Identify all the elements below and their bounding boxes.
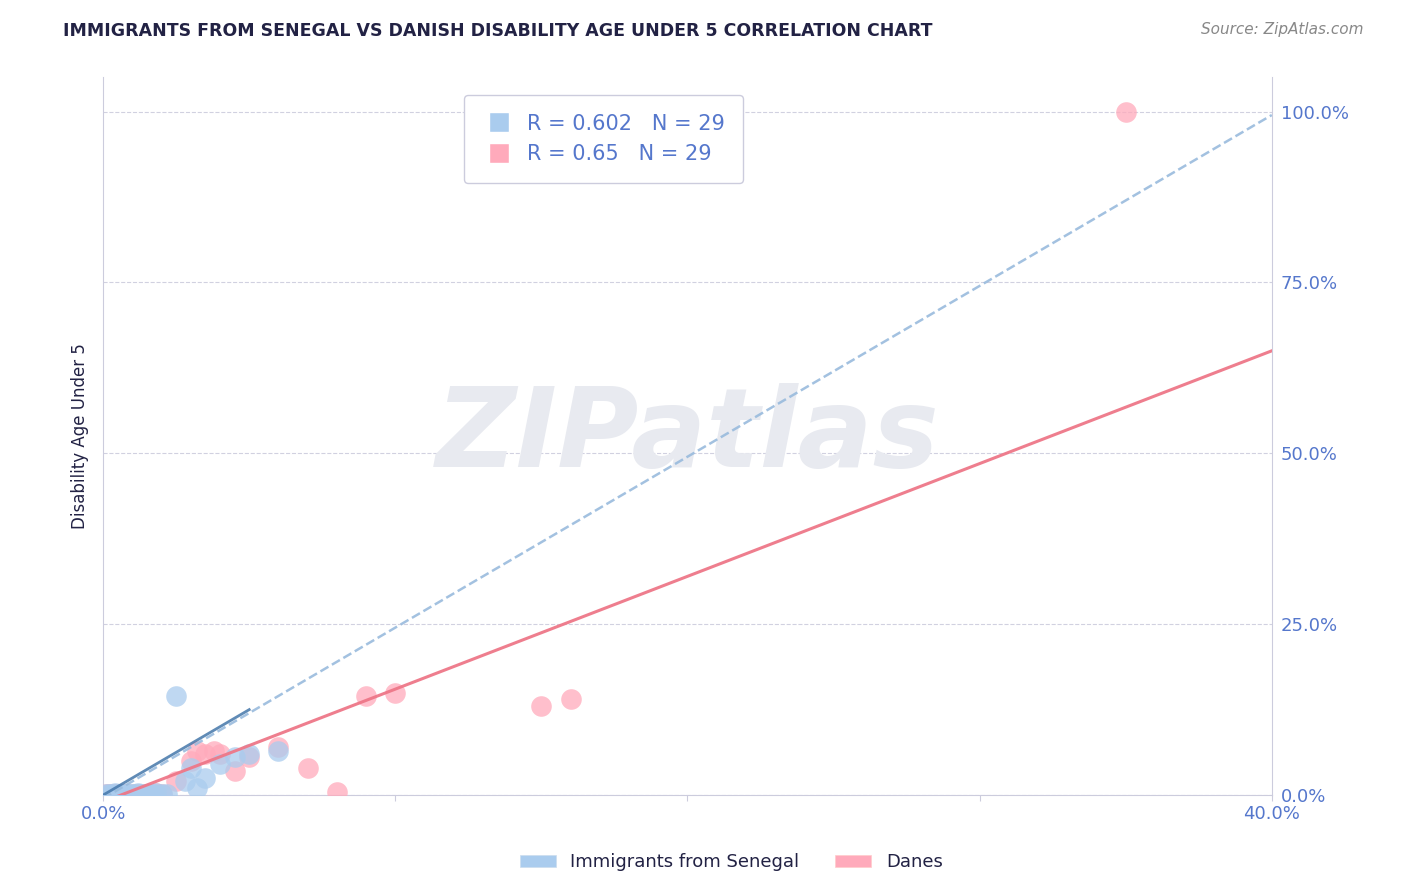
Point (136, 787, 159, 801)
Point (94, 788, 117, 802)
Point (174, 774, 197, 789)
Point (186, 744, 208, 758)
Point (142, 788, 165, 802)
Point (110, 787, 132, 801)
Point (124, 788, 146, 802)
Text: IMMIGRANTS FROM SENEGAL VS DANISH DISABILITY AGE UNDER 5 CORRELATION CHART: IMMIGRANTS FROM SENEGAL VS DANISH DISABI… (63, 22, 932, 40)
Y-axis label: Disability Age Under 5: Disability Age Under 5 (72, 343, 89, 529)
Point (224, 764, 246, 779)
Point (94, 788, 117, 802)
Point (354, 689, 377, 703)
Point (1115, 104, 1137, 119)
Point (101, 788, 124, 802)
Point (297, 761, 319, 775)
Point (194, 747, 217, 761)
Text: ZIPatlas: ZIPatlas (436, 383, 939, 490)
Point (186, 781, 208, 796)
Point (127, 786, 149, 800)
Point (165, 689, 187, 703)
Point (238, 750, 260, 764)
Point (101, 787, 124, 801)
Point (208, 757, 231, 772)
Point (267, 740, 290, 755)
Point (104, 788, 127, 802)
Point (165, 774, 187, 789)
Point (139, 787, 162, 801)
Point (326, 784, 349, 798)
Point (530, 699, 553, 714)
Legend: R = 0.602   N = 29, R = 0.65   N = 29: R = 0.602 N = 29, R = 0.65 N = 29 (464, 95, 744, 183)
Point (127, 788, 149, 802)
Point (118, 788, 141, 802)
Text: Source: ZipAtlas.com: Source: ZipAtlas.com (1201, 22, 1364, 37)
Point (136, 788, 159, 802)
Point (145, 786, 167, 800)
Point (98, 787, 121, 801)
Point (180, 754, 202, 768)
Point (115, 787, 138, 801)
Point (129, 788, 152, 802)
Point (267, 744, 290, 758)
Point (150, 787, 173, 801)
Point (194, 771, 217, 785)
Point (115, 788, 138, 802)
Point (112, 787, 135, 801)
Point (132, 787, 155, 801)
Point (180, 761, 202, 775)
Point (107, 788, 129, 802)
Legend: Immigrants from Senegal, Danes: Immigrants from Senegal, Danes (512, 847, 950, 879)
Point (208, 747, 231, 761)
Point (238, 747, 260, 761)
Point (560, 692, 582, 706)
Point (150, 787, 173, 801)
Point (224, 750, 246, 764)
Point (110, 788, 132, 802)
Point (104, 786, 127, 800)
Point (112, 788, 135, 802)
Point (145, 786, 167, 800)
Point (121, 788, 143, 802)
Point (121, 787, 143, 801)
Point (384, 685, 406, 699)
Point (98, 788, 121, 802)
Point (107, 787, 129, 801)
Point (202, 744, 225, 758)
Point (156, 788, 179, 802)
